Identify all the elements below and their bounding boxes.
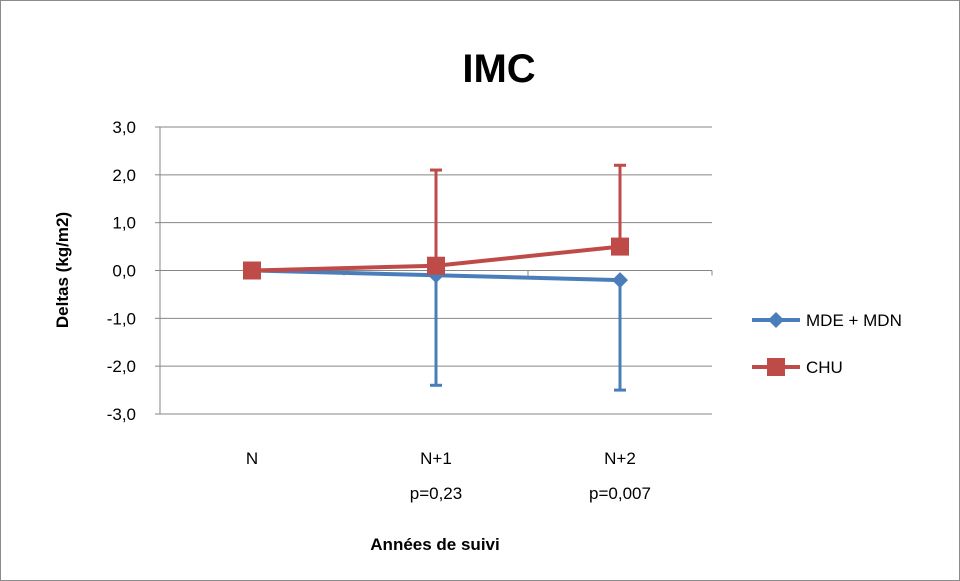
series-1 — [244, 262, 628, 392]
legend-label: MDE + MDN — [806, 311, 902, 330]
y-tick-label: 1,0 — [112, 214, 136, 233]
legend-item-1: MDE + MDN — [752, 311, 902, 330]
y-tick-label: 2,0 — [112, 166, 136, 185]
x-axis-label: Années de suivi — [370, 535, 499, 554]
legend-item-2: CHU — [752, 358, 843, 377]
data-point-square — [427, 256, 445, 275]
series-2 — [243, 163, 629, 280]
data-point-square — [611, 237, 629, 256]
legend-diamond-marker — [768, 312, 784, 328]
legend-label: CHU — [806, 358, 843, 377]
y-tick-label: -2,0 — [107, 357, 136, 376]
chart-title: IMC — [462, 47, 535, 91]
x-tick-label: N — [246, 449, 258, 468]
series-layer — [243, 163, 629, 392]
x-tick-labels: N N+1 p=0,23 N+2 p=0,007 — [246, 449, 651, 503]
y-tick-label: 3,0 — [112, 118, 136, 137]
p-value-label: p=0,23 — [410, 484, 462, 503]
legend: MDE + MDN CHU — [752, 311, 902, 377]
x-tick-label: N+2 — [604, 449, 636, 468]
x-tick-label: N+1 — [420, 449, 452, 468]
p-value-label: p=0,007 — [589, 484, 651, 503]
legend-square-marker — [767, 358, 785, 376]
y-tick-label: -3,0 — [107, 405, 136, 424]
y-axis-label: Deltas (kg/m2) — [53, 212, 72, 328]
data-point-square — [243, 261, 261, 280]
y-tick-label: -1,0 — [107, 309, 136, 328]
data-point-diamond — [612, 272, 628, 289]
y-tick-label: 0,0 — [112, 262, 136, 281]
y-tick-labels: 3,0 2,0 1,0 0,0 -1,0 -2,0 -3,0 — [107, 118, 136, 424]
